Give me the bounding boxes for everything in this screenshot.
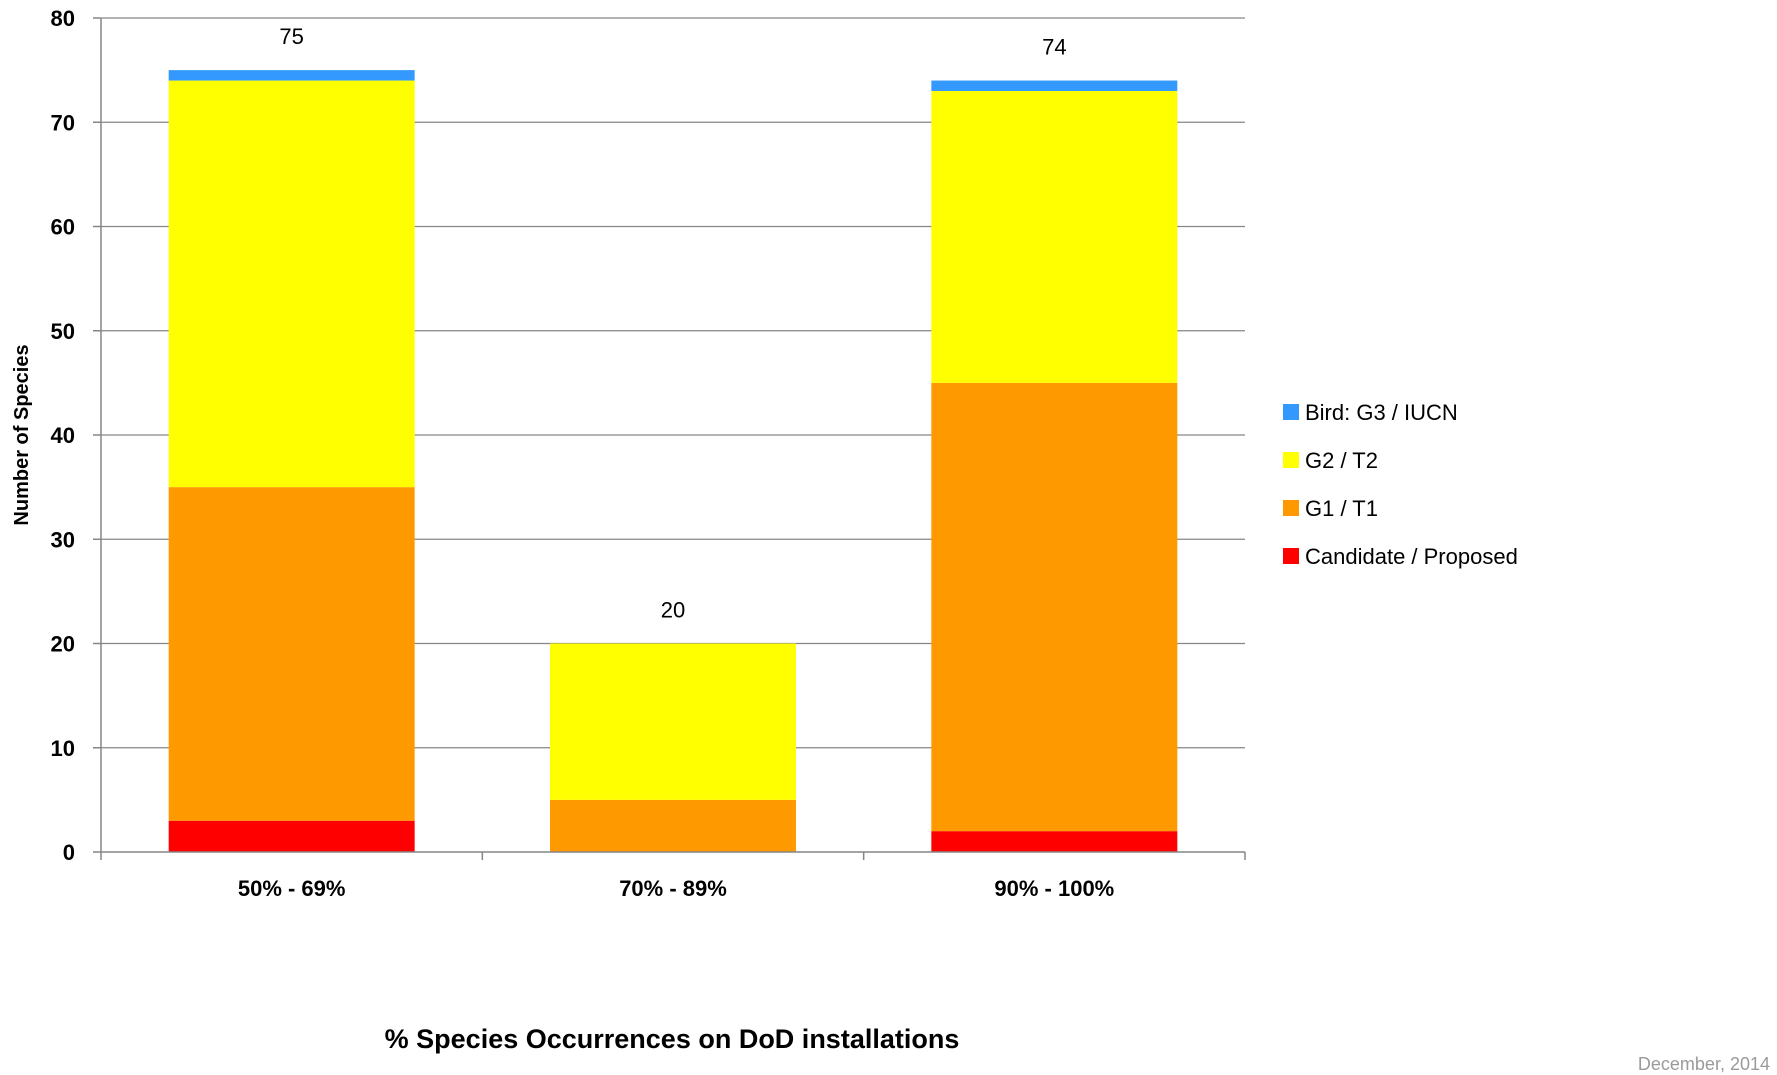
legend-label: G1 / T1 (1305, 496, 1378, 521)
bar-segment (931, 831, 1178, 852)
y-tick-label: 30 (51, 527, 75, 552)
y-tick-label: 40 (51, 423, 75, 448)
y-tick-label: 10 (51, 736, 75, 761)
x-axis-title: % Species Occurrences on DoD installatio… (385, 1024, 960, 1054)
legend-label: Bird: G3 / IUCN (1305, 400, 1458, 425)
y-tick-label: 60 (51, 215, 75, 240)
legend: Bird: G3 / IUCN G2 / T2 G1 / T1 Candidate /… (1283, 400, 1518, 569)
y-tick-label: 70 (51, 110, 75, 135)
labels: 0 10 20 30 40 50 60 70 80 75 50% - 69% 20 70% - 89% 7… (51, 6, 1115, 901)
bar-segment (550, 643, 796, 800)
bar-total-label: 75 (279, 24, 303, 49)
legend-swatch (1283, 500, 1299, 516)
legend-swatch (1283, 548, 1299, 564)
legend-swatch (1283, 452, 1299, 468)
legend-label: Candidate / Proposed (1305, 544, 1518, 569)
x-tick-label: 50% - 69% (238, 876, 346, 901)
bar-total-label: 20 (661, 598, 685, 623)
legend-swatch (1283, 404, 1299, 420)
bars (168, 70, 1178, 852)
x-tick-label: 90% - 100% (994, 876, 1114, 901)
bar-segment (931, 382, 1178, 832)
bar-segment (550, 799, 796, 852)
y-tick-label: 50 (51, 319, 75, 344)
bar-segment (931, 80, 1178, 91)
y-axis-title: Number of Species (11, 344, 33, 525)
bar-segment (931, 90, 1178, 383)
bar-segment (168, 70, 415, 81)
axes (93, 17, 1246, 860)
date-footer: December, 2014 (1638, 1054, 1770, 1074)
bar-segment (168, 487, 415, 821)
y-tick-label: 80 (51, 6, 75, 31)
x-tick-label: 70% - 89% (619, 876, 727, 901)
legend-label: G2 / T2 (1305, 448, 1378, 473)
bar-total-label: 74 (1042, 35, 1066, 60)
y-tick-label: 20 (51, 632, 75, 657)
y-tick-label: 0 (63, 840, 75, 865)
bar-segment (168, 80, 415, 488)
bar-segment (168, 820, 415, 852)
